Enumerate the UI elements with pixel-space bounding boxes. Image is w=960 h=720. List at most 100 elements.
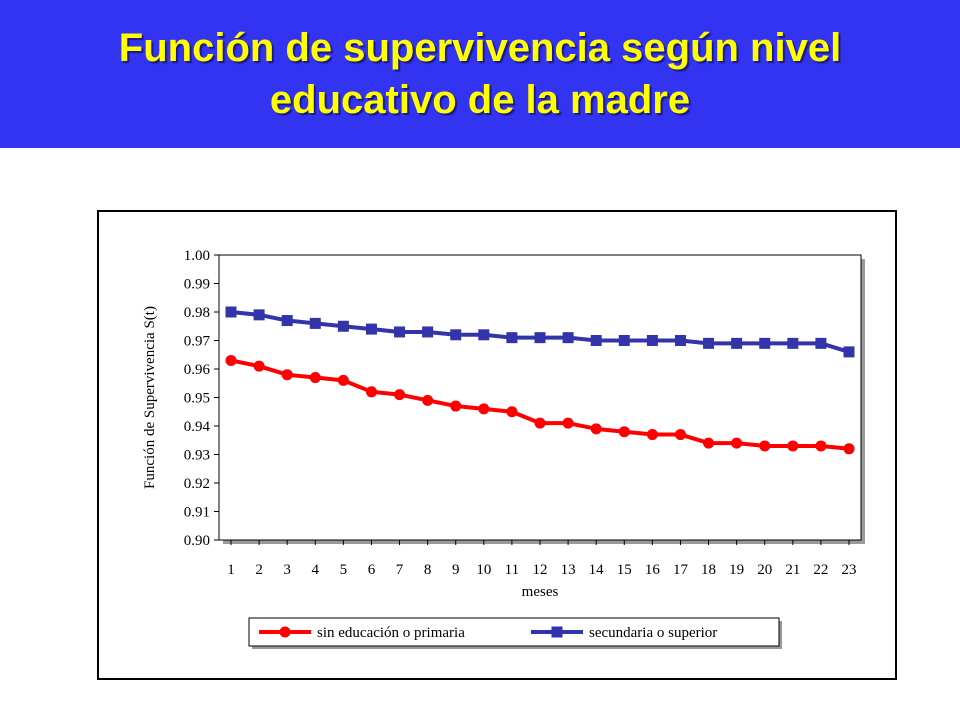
x-tick-label: 22 [813, 562, 828, 578]
x-tick-label: 1 [227, 562, 235, 578]
data-point [787, 440, 799, 452]
x-tick-label: 21 [785, 562, 800, 578]
y-tick-label: 0.93 [184, 448, 210, 464]
data-point [843, 346, 855, 358]
x-tick-label: 10 [476, 562, 491, 578]
x-tick-label: 3 [283, 562, 291, 578]
y-tick-label: 0.91 [184, 505, 210, 521]
data-point [815, 337, 827, 349]
x-tick-label: 4 [312, 562, 320, 578]
data-point [731, 437, 743, 449]
y-tick-label: 0.98 [184, 305, 210, 321]
chart-frame: 0.90 0.91 0.92 0.93 0.94 0.95 0.96 0.97 0.98 0.99… [97, 210, 897, 680]
data-point [618, 426, 630, 438]
x-tick-label: 13 [561, 562, 576, 578]
data-point [590, 423, 602, 435]
data-point [703, 337, 715, 349]
y-tick-label: 1.00 [184, 248, 210, 264]
legend-box [248, 617, 780, 647]
y-axis-label: Función de Supervivencia S(t) [142, 306, 158, 489]
survival-chart: 0.90 0.91 0.92 0.93 0.94 0.95 0.96 0.97 0.98 0.99… [142, 248, 865, 649]
data-point [450, 329, 462, 341]
data-point [590, 335, 602, 346]
x-tick-label: 18 [701, 562, 716, 578]
data-point [534, 417, 546, 429]
x-tick-label: 2 [255, 562, 263, 578]
data-point [422, 394, 434, 406]
data-point [478, 403, 490, 415]
data-point [731, 337, 743, 349]
x-tick-label: 6 [368, 562, 376, 578]
data-point [759, 337, 771, 349]
data-point [506, 332, 518, 344]
title-band [0, 0, 960, 148]
x-tick-label: 19 [729, 562, 744, 578]
data-point [534, 332, 546, 344]
legend-label: sin educación o primaria [317, 625, 465, 641]
series-1 [225, 354, 855, 455]
y-tick-label: 0.95 [184, 391, 210, 407]
data-point [815, 440, 827, 452]
data-point [253, 360, 265, 372]
x-tick-label: 16 [645, 562, 661, 578]
x-tick-label: 9 [452, 562, 460, 578]
y-axis-ticks: 0.90 0.91 0.92 0.93 0.94 0.95 0.96 0.97 0.98 0.99… [184, 248, 219, 549]
data-point [787, 337, 799, 349]
legend-entry-2: secundaria o superior [531, 625, 717, 641]
slide-title-line-2: educativo de la madre [269, 78, 691, 122]
y-tick-label: 0.99 [184, 277, 210, 293]
y-tick-label: 0.92 [184, 476, 210, 492]
data-point [478, 329, 490, 341]
data-point [562, 332, 574, 344]
x-tick-label: 7 [396, 562, 404, 578]
data-point [309, 372, 321, 384]
plot-area [218, 254, 862, 541]
x-tick-label: 8 [424, 562, 432, 578]
plot-area-group [218, 254, 865, 544]
data-point [309, 317, 321, 329]
data-point [394, 389, 406, 401]
data-point [281, 369, 293, 381]
data-point [674, 335, 686, 346]
data-point [422, 326, 434, 338]
x-axis-ticks: 1 2 3 4 5 6 7 8 9 10 11 12 13 14 15 16 17 18 19 20 21 22 23 [227, 540, 857, 578]
x-tick-label: 17 [673, 562, 689, 578]
x-tick-label: 20 [757, 562, 772, 578]
data-point [843, 443, 855, 455]
legend-label: secundaria o superior [589, 625, 717, 641]
data-point [646, 335, 658, 346]
data-point [506, 406, 518, 418]
legend-entry-1: sin educación o primaria [259, 625, 465, 641]
data-point [674, 429, 686, 441]
x-tick-label: 12 [533, 562, 548, 578]
x-tick-label: 23 [842, 562, 857, 578]
data-point [646, 429, 658, 441]
y-tick-label: 0.94 [184, 419, 211, 435]
slide-title: Función de supervivencia según nivel edu… [0, 22, 960, 126]
series-group [225, 306, 855, 455]
data-point [365, 323, 377, 335]
data-point [450, 400, 462, 412]
data-point [562, 417, 574, 429]
data-point [337, 374, 349, 386]
data-point [394, 326, 406, 338]
data-point [225, 306, 237, 318]
data-point [759, 440, 771, 452]
data-point [281, 315, 293, 327]
x-tick-label: 14 [589, 562, 605, 578]
data-point [253, 309, 265, 321]
series-2 [225, 306, 855, 358]
x-tick-label: 11 [505, 562, 519, 578]
legend-marker [279, 626, 291, 638]
x-axis-label: meses [522, 584, 559, 600]
y-tick-label: 0.96 [184, 362, 211, 378]
x-tick-label: 5 [340, 562, 348, 578]
y-tick-label: 0.97 [184, 334, 211, 350]
legend: sin educación o primaria secundaria o sup… [248, 617, 782, 649]
legend-marker [551, 626, 563, 638]
data-point [365, 386, 377, 398]
slide-title-line-1: Función de supervivencia según nivel [118, 26, 842, 70]
data-point [618, 335, 630, 346]
y-tick-label: 0.90 [184, 533, 210, 549]
